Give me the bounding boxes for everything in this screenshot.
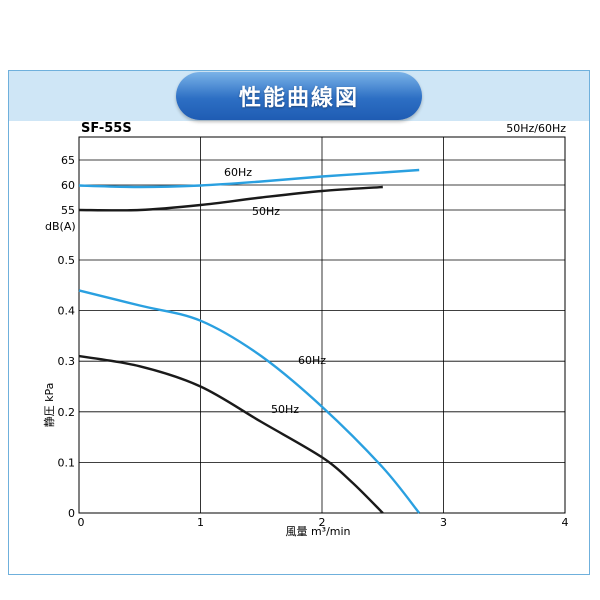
- chart-grid: [78, 136, 566, 514]
- noise-curve-50hz: [78, 185, 383, 212]
- x-tick-label: 1: [197, 516, 204, 529]
- y-tick-label: 0: [68, 507, 75, 520]
- pressure-50hz-label: 50Hz: [271, 403, 299, 416]
- y-tick-label: 0.2: [58, 406, 76, 419]
- series-labels: 60Hz 50Hz 60Hz 50Hz: [224, 166, 326, 416]
- pressure-curve-60hz: [78, 289, 421, 514]
- db-axis-label: dB(A): [45, 220, 76, 233]
- pressure-60hz-label: 60Hz: [298, 354, 326, 367]
- db-tick-label: 65: [61, 154, 75, 167]
- frequency-note: 50Hz/60Hz: [506, 122, 566, 135]
- model-label: SF-55S: [81, 121, 132, 136]
- x-tick-label: 0: [78, 516, 85, 529]
- x-axis-label: 風量 m³/min: [285, 525, 350, 538]
- x-tick-label: 2: [319, 516, 326, 529]
- y-tick-label: 0.3: [58, 355, 76, 368]
- chart-curves: [78, 168, 421, 514]
- tick-labels: 0 1 2 3 4 0 0.1 0.2 0.3 0.4 0.5 55 60 65: [58, 154, 569, 529]
- pressure-curve-50hz: [78, 354, 384, 514]
- pressure-axis-label: 静圧 kPa: [42, 383, 56, 428]
- x-tick-label: 3: [440, 516, 447, 529]
- y-tick-label: 0.4: [58, 305, 76, 318]
- page-title: 性能曲線図: [238, 86, 359, 111]
- noise-curve-60hz: [78, 168, 420, 189]
- noise-50hz-label: 50Hz: [252, 205, 280, 218]
- db-tick-label: 55: [61, 204, 75, 217]
- title-banner: 性能曲線図: [176, 72, 422, 120]
- y-tick-label: 0.1: [58, 456, 76, 469]
- y-tick-label: 0.5: [58, 254, 76, 267]
- db-tick-label: 60: [61, 179, 75, 192]
- x-tick-label: 4: [562, 516, 569, 529]
- noise-60hz-label: 60Hz: [224, 166, 252, 179]
